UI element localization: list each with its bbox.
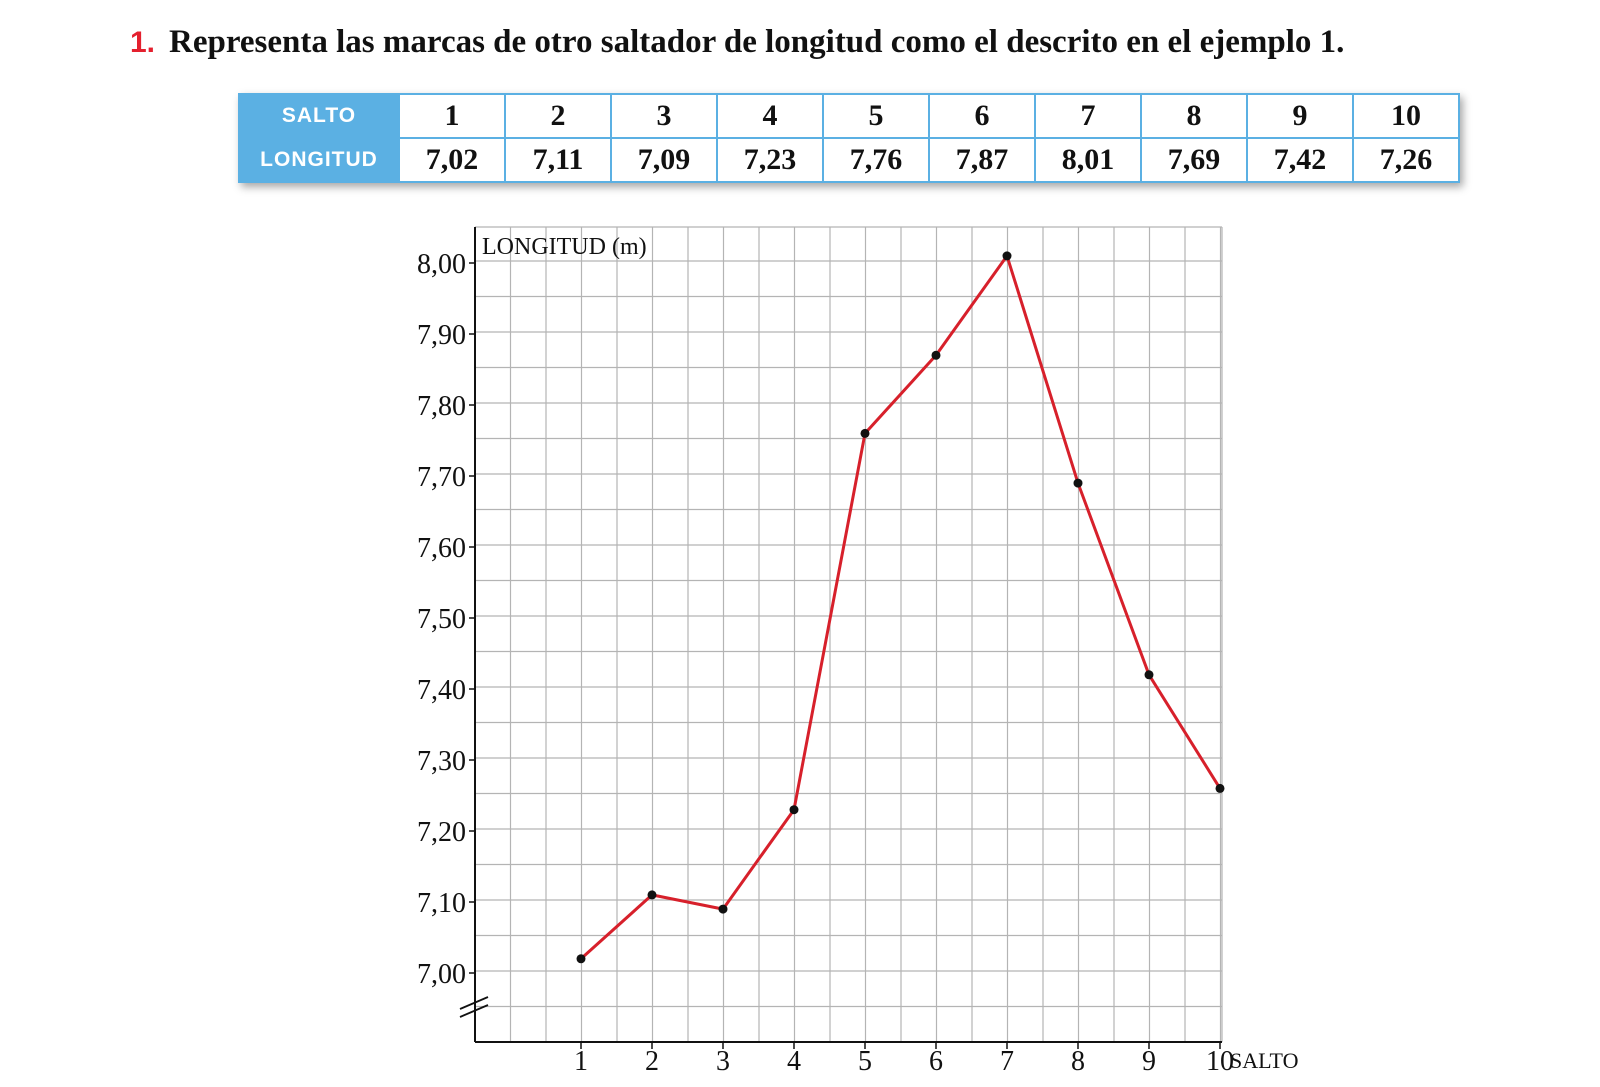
salto-cell: 10 bbox=[1352, 93, 1460, 139]
salto-cell: 5 bbox=[822, 93, 930, 139]
longitud-cell: 7,11 bbox=[504, 137, 612, 183]
longitud-cell: 7,26 bbox=[1352, 137, 1460, 183]
y-tick-label: 7,10 bbox=[417, 888, 466, 919]
data-point bbox=[1215, 783, 1225, 793]
longitud-row: LONGITUD 7,02 7,11 7,09 7,23 7,76 7,87 8… bbox=[238, 137, 1460, 183]
x-tick-label: 4 bbox=[787, 1046, 801, 1077]
longitud-cell: 7,09 bbox=[610, 137, 718, 183]
longitud-cell: 7,02 bbox=[398, 137, 506, 183]
longitud-cell: 7,69 bbox=[1140, 137, 1248, 183]
data-point bbox=[576, 954, 586, 964]
salto-cell: 8 bbox=[1140, 93, 1248, 139]
x-tick-label: 3 bbox=[716, 1046, 730, 1077]
y-tick-label: 7,70 bbox=[417, 462, 466, 493]
x-tick-label: 8 bbox=[1071, 1046, 1085, 1077]
x-tick-label: 9 bbox=[1142, 1046, 1156, 1077]
salto-cell: 4 bbox=[716, 93, 824, 139]
salto-row: SALTO 1 2 3 4 5 6 7 8 9 10 bbox=[238, 93, 1460, 139]
exercise-title: 1. Representa las marcas de otro saltador… bbox=[130, 24, 1344, 61]
data-point bbox=[647, 890, 657, 900]
data-point bbox=[1073, 478, 1083, 488]
salto-cell: 2 bbox=[504, 93, 612, 139]
y-tick-label: 7,60 bbox=[417, 533, 466, 564]
y-tick-label: 7,00 bbox=[417, 959, 466, 990]
data-point bbox=[718, 904, 728, 914]
salto-cell: 3 bbox=[610, 93, 718, 139]
longitud-cell: 8,01 bbox=[1034, 137, 1142, 183]
y-tick-label: 7,90 bbox=[417, 320, 466, 351]
series-line bbox=[579, 254, 1222, 960]
salto-cell: 9 bbox=[1246, 93, 1354, 139]
x-tick-label: 5 bbox=[858, 1046, 872, 1077]
exercise-text: Representa las marcas de otro saltador d… bbox=[169, 24, 1345, 60]
salto-cell: 7 bbox=[1034, 93, 1142, 139]
y-tick-label: 7,20 bbox=[417, 817, 466, 848]
data-point bbox=[789, 805, 799, 815]
x-tick-label: 1 bbox=[574, 1046, 588, 1077]
x-tick-label: 10 bbox=[1206, 1046, 1234, 1077]
longitud-header: LONGITUD bbox=[238, 137, 400, 183]
longitud-cell: 7,87 bbox=[928, 137, 1036, 183]
y-tick-label: 7,40 bbox=[417, 675, 466, 706]
x-tick-label: 2 bbox=[645, 1046, 659, 1077]
y-tick-label: 7,50 bbox=[417, 604, 466, 635]
exercise-number: 1. bbox=[130, 26, 156, 59]
y-tick-label: 7,30 bbox=[417, 746, 466, 777]
salto-cell: 1 bbox=[398, 93, 506, 139]
y-axis-title: LONGITUD (m) bbox=[482, 234, 647, 260]
y-tick-label: 7,80 bbox=[417, 391, 466, 422]
y-tick-label: 8,00 bbox=[417, 249, 466, 280]
salto-header: SALTO bbox=[238, 93, 400, 139]
axis-break-mark bbox=[459, 1004, 489, 1018]
x-tick-label: 7 bbox=[1000, 1046, 1014, 1077]
data-point bbox=[931, 350, 941, 360]
data-point bbox=[1002, 251, 1012, 261]
x-tick-label: 6 bbox=[929, 1046, 943, 1077]
data-point bbox=[1144, 670, 1154, 680]
jump-data-table: SALTO 1 2 3 4 5 6 7 8 9 10 LONGITUD 7,02… bbox=[238, 93, 1460, 183]
longitud-cell: 7,42 bbox=[1246, 137, 1354, 183]
data-point bbox=[860, 428, 870, 438]
x-axis-title: SALTO bbox=[1230, 1048, 1298, 1073]
longitud-cell: 7,23 bbox=[716, 137, 824, 183]
axis-break-mark bbox=[459, 996, 489, 1010]
salto-cell: 6 bbox=[928, 93, 1036, 139]
longitud-cell: 7,76 bbox=[822, 137, 930, 183]
